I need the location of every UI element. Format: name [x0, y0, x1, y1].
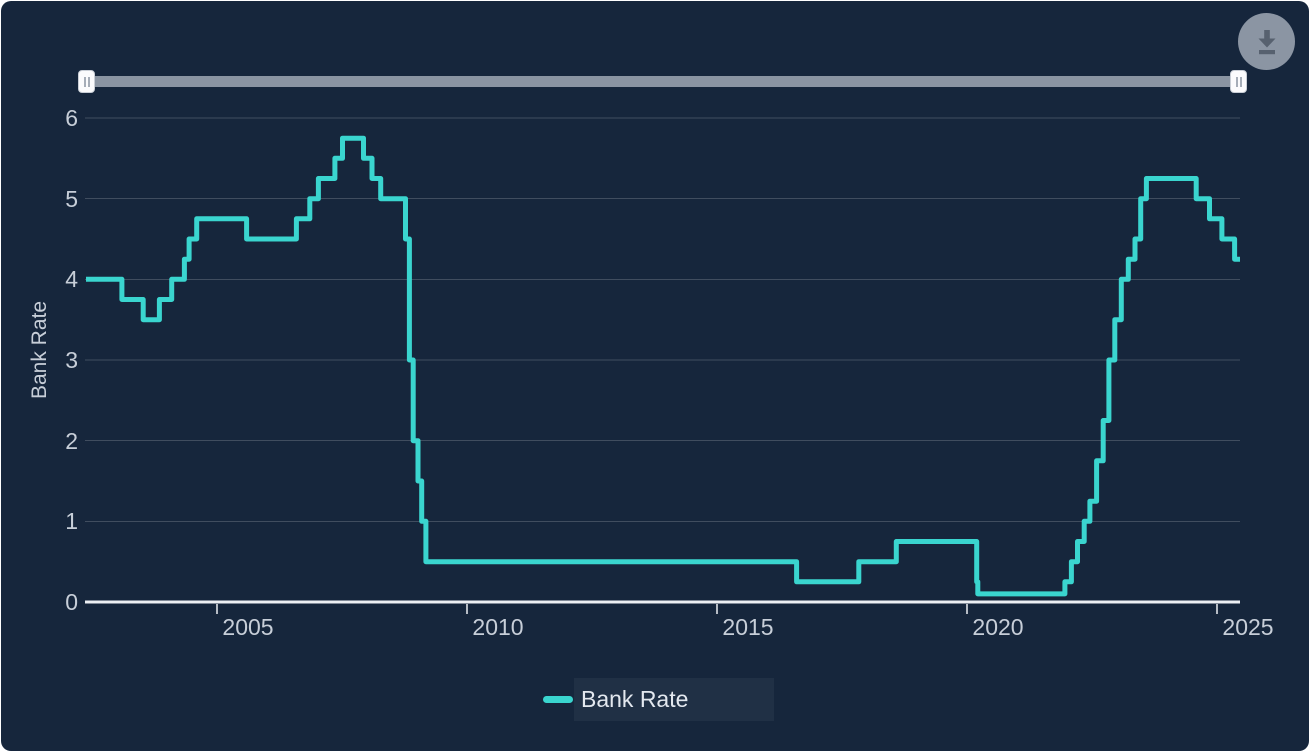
legend-highlight: [574, 678, 774, 721]
y-axis-label: 1: [65, 508, 78, 535]
slider-handle-left[interactable]: [78, 70, 95, 93]
legend[interactable]: Bank Rate: [543, 678, 688, 720]
y-axis-label: 3: [65, 347, 78, 373]
y-axis-label: 2: [65, 427, 78, 454]
bank-rate-line: [86, 135, 1240, 597]
grip-icon: [83, 76, 90, 87]
x-axis-label: 2005: [222, 614, 274, 640]
slider-handle-right[interactable]: [1230, 70, 1247, 93]
grip-icon: [1235, 76, 1242, 87]
legend-label: Bank Rate: [581, 685, 689, 712]
slider-track[interactable]: [86, 76, 1240, 87]
y-axis-label: 0: [65, 589, 78, 615]
legend-line-marker: [543, 695, 573, 703]
y-axis-label: 5: [65, 185, 78, 212]
y-axis-title: Bank Rate: [28, 300, 51, 400]
download-button[interactable]: [1238, 13, 1295, 70]
x-axis-label: 2015: [722, 614, 774, 640]
y-axis-label: 6: [65, 105, 78, 131]
x-axis-label: 2010: [472, 614, 524, 640]
x-axis-label: 2020: [972, 614, 1024, 640]
download-icon: [1258, 29, 1275, 54]
y-axis-label: 4: [65, 266, 78, 293]
x-axis-label: 2025: [1222, 614, 1274, 640]
